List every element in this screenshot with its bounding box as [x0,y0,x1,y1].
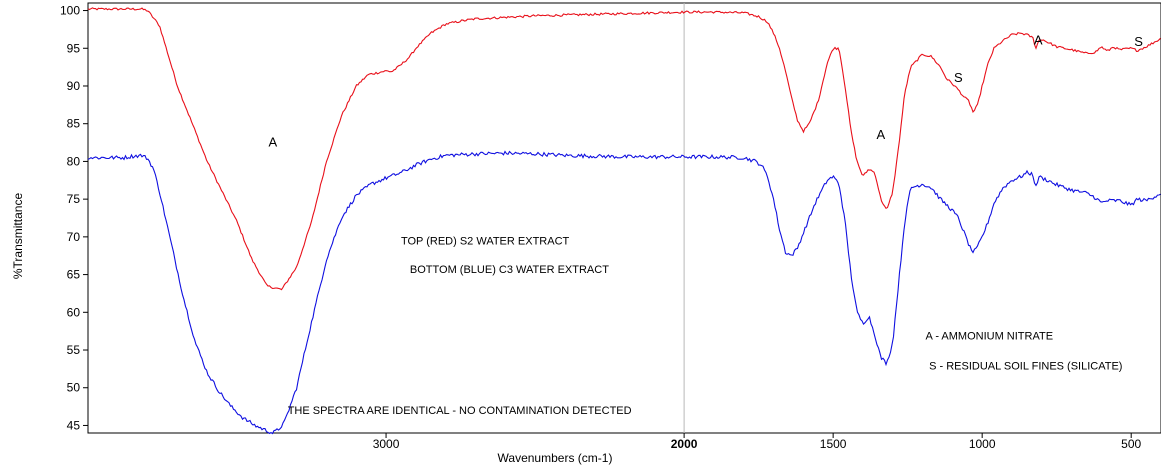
x-tick-label: 3000 [373,437,400,451]
y-tick-label: 75 [67,192,81,206]
y-tick-label: 80 [67,154,81,168]
annotation-6: BOTTOM (BLUE) C3 WATER EXTRACT [410,264,609,276]
y-tick-label: 70 [67,230,81,244]
y-tick-label: 45 [67,418,81,432]
plot-frame [87,2,1161,434]
annotation-4: S [1134,34,1143,49]
annotation-0: A [268,134,277,149]
annotation-9: THE SPECTRA ARE IDENTICAL - NO CONTAMINA… [288,405,632,417]
x-tick-label: 500 [1121,437,1141,451]
y-tick-label: 60 [67,305,81,319]
annotation-7: A - AMMONIUM NITRATE [926,330,1054,342]
annotation-5: TOP (RED) S2 WATER EXTRACT [401,235,570,247]
y-axis-title: %Transmittance [11,193,25,280]
y-tick-label: 90 [67,79,81,93]
annotation-8: S - RESIDUAL SOIL FINES (SILICATE) [929,361,1122,373]
series-line-0 [87,7,1161,291]
series-line-1 [87,150,1161,435]
x-axis-title: Wavenumbers (cm-1) [498,451,613,465]
y-tick-label: 55 [67,343,81,357]
x-tick-label: 1000 [969,437,996,451]
annotation-3: A [1034,32,1043,47]
annotation-2: S [954,70,963,85]
x-tick-label: 1500 [820,437,847,451]
y-tick-label: 65 [67,268,81,282]
annotation-1: A [876,127,885,142]
y-tick-label: 50 [67,381,81,395]
y-tick-label: 95 [67,41,81,55]
x-tick-label: 2000 [671,437,698,451]
y-tick-label: 100 [60,4,80,18]
y-tick-label: 85 [67,117,81,131]
